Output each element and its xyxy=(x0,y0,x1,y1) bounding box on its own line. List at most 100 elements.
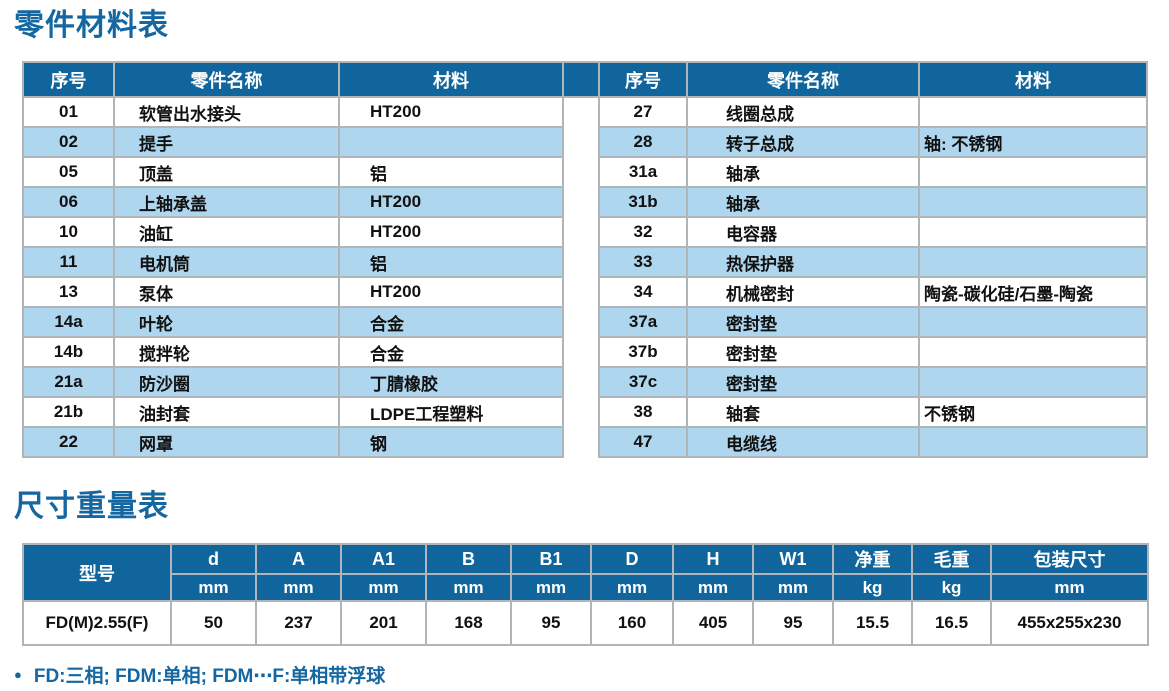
part-no-right: 32 xyxy=(598,216,688,248)
part-no-left: 11 xyxy=(22,246,115,278)
part-name-left: 搅拌轮 xyxy=(113,336,340,368)
table-gap-cell xyxy=(562,307,600,337)
parts-row: 21a 防沙圈 丁腈橡胶 37c 密封垫 xyxy=(22,366,1148,398)
part-no-right: 27 xyxy=(598,96,688,128)
dim-value-W1: 95 xyxy=(752,600,834,646)
part-material-left: HT200 xyxy=(338,276,564,308)
part-no-right: 28 xyxy=(598,126,688,158)
col-header-包装尺寸: 包装尺寸 xyxy=(990,543,1149,575)
part-material-right xyxy=(918,306,1148,338)
part-no-right: 38 xyxy=(598,396,688,428)
parts-row: 01 软管出水接头 HT200 27 线圈总成 xyxy=(22,96,1148,128)
part-no-left: 01 xyxy=(22,96,115,128)
part-material-left: HT200 xyxy=(338,186,564,218)
col-header-D: D xyxy=(590,543,674,575)
part-name-left: 网罩 xyxy=(113,426,340,458)
parts-row: 21b 油封套 LDPE工程塑料 38 轴套 不锈钢 xyxy=(22,396,1148,428)
part-material-left: 丁腈橡胶 xyxy=(338,366,564,398)
part-no-left: 02 xyxy=(22,126,115,158)
table-gap-cell xyxy=(562,337,600,367)
part-name-left: 油缸 xyxy=(113,216,340,248)
part-no-left: 21a xyxy=(22,366,115,398)
col-header-毛重: 毛重 xyxy=(911,543,992,575)
parts-section-title: 零件材料表 xyxy=(14,9,169,42)
part-material-left: 钢 xyxy=(338,426,564,458)
part-name-left: 油封套 xyxy=(113,396,340,428)
part-no-left: 14a xyxy=(22,306,115,338)
part-name-left: 防沙圈 xyxy=(113,366,340,398)
part-name-right: 密封垫 xyxy=(686,366,920,398)
col-unit-B1: mm xyxy=(510,573,592,602)
col-header-no-left: 序号 xyxy=(22,61,115,98)
parts-row: 22 网罩钢 47 电缆线 xyxy=(22,426,1148,458)
parts-table-body: 01 软管出水接头 HT200 27 线圈总成 02 提手 28 转子总成 轴: 不锈钢 05 顶盖铝… xyxy=(22,96,1148,458)
dim-value-包装尺寸: 455x255x230 xyxy=(990,600,1149,646)
col-header-no-right: 序号 xyxy=(598,61,688,98)
part-material-left: 合金 xyxy=(338,306,564,338)
dims-data-row: FD(M)2.55(F) 50 237 201 168 95 160 405 95 15.5 16.… xyxy=(22,600,1149,646)
table-gap-cell xyxy=(562,397,600,427)
part-material-right xyxy=(918,216,1148,248)
table-gap-cell xyxy=(562,367,600,397)
footnote-text: FD:三相; FDM:单相; FDM⋯F:单相带浮球 xyxy=(33,666,386,687)
part-no-right: 33 xyxy=(598,246,688,278)
part-material-left: 合金 xyxy=(338,336,564,368)
part-no-right: 37b xyxy=(598,336,688,368)
parts-row: 05 顶盖铝 31a 轴承 xyxy=(22,156,1148,188)
part-name-right: 转子总成 xyxy=(686,126,920,158)
col-header-净重: 净重 xyxy=(832,543,913,575)
part-name-left: 软管出水接头 xyxy=(113,96,340,128)
col-unit-d: mm xyxy=(170,573,257,602)
part-no-left: 10 xyxy=(22,216,115,248)
col-header-A: A xyxy=(255,543,342,575)
parts-row: 14a 叶轮 合金 37a 密封垫 xyxy=(22,306,1148,338)
part-name-right: 机械密封 xyxy=(686,276,920,308)
part-material-left: 铝 xyxy=(338,156,564,188)
part-name-right: 密封垫 xyxy=(686,306,920,338)
part-material-left: 铝 xyxy=(338,246,564,278)
col-unit-净重: kg xyxy=(832,573,913,602)
dim-value-D: 160 xyxy=(590,600,674,646)
part-name-right: 电缆线 xyxy=(686,426,920,458)
col-header-B: B xyxy=(425,543,512,575)
parts-row: 10 油缸 HT200 32 电容器 xyxy=(22,216,1148,248)
part-name-left: 叶轮 xyxy=(113,306,340,338)
part-no-left: 21b xyxy=(22,396,115,428)
parts-row: 13 泵体 HT200 34 机械密封 陶瓷-碳化硅/石墨-陶瓷 xyxy=(22,276,1148,308)
table-gap-cell xyxy=(562,97,600,127)
part-no-right: 47 xyxy=(598,426,688,458)
part-name-left: 泵体 xyxy=(113,276,340,308)
dim-value-H: 405 xyxy=(672,600,754,646)
dim-value-毛重: 16.5 xyxy=(911,600,992,646)
dims-table-body: FD(M)2.55(F) 50 237 201 168 95 160 405 95 15.5 16.… xyxy=(22,600,1149,646)
dims-header-labels-row: 型号 d A A1 B B1 D H W1 净重 毛重 包装尺寸 xyxy=(22,543,1149,602)
dim-value-d: 50 xyxy=(170,600,257,646)
table-gap-cell xyxy=(562,247,600,277)
part-name-right: 电容器 xyxy=(686,216,920,248)
part-material-left: HT200 xyxy=(338,96,564,128)
parts-row: 02 提手 28 转子总成 轴: 不锈钢 xyxy=(22,126,1148,158)
header-gap-cell xyxy=(562,61,600,98)
table-gap-cell xyxy=(562,277,600,307)
col-unit-H: mm xyxy=(672,573,754,602)
col-header-A1: A1 xyxy=(340,543,427,575)
part-material-left: HT200 xyxy=(338,216,564,248)
dim-value-A1: 201 xyxy=(340,600,427,646)
part-name-left: 上轴承盖 xyxy=(113,186,340,218)
dims-section-title: 尺寸重量表 xyxy=(14,490,169,523)
part-material-right xyxy=(918,156,1148,188)
bullet-icon: ● xyxy=(14,667,22,682)
part-no-right: 31a xyxy=(598,156,688,188)
part-name-right: 轴承 xyxy=(686,156,920,188)
col-unit-W1: mm xyxy=(752,573,834,602)
part-no-left: 05 xyxy=(22,156,115,188)
col-header-H: H xyxy=(672,543,754,575)
part-no-right: 37c xyxy=(598,366,688,398)
col-header-name-left: 零件名称 xyxy=(113,61,340,98)
part-material-right: 陶瓷-碳化硅/石墨-陶瓷 xyxy=(918,276,1148,308)
part-name-left: 顶盖 xyxy=(113,156,340,188)
col-header-name-right: 零件名称 xyxy=(686,61,920,98)
part-name-right: 轴套 xyxy=(686,396,920,428)
col-header-B1: B1 xyxy=(510,543,592,575)
col-unit-A1: mm xyxy=(340,573,427,602)
